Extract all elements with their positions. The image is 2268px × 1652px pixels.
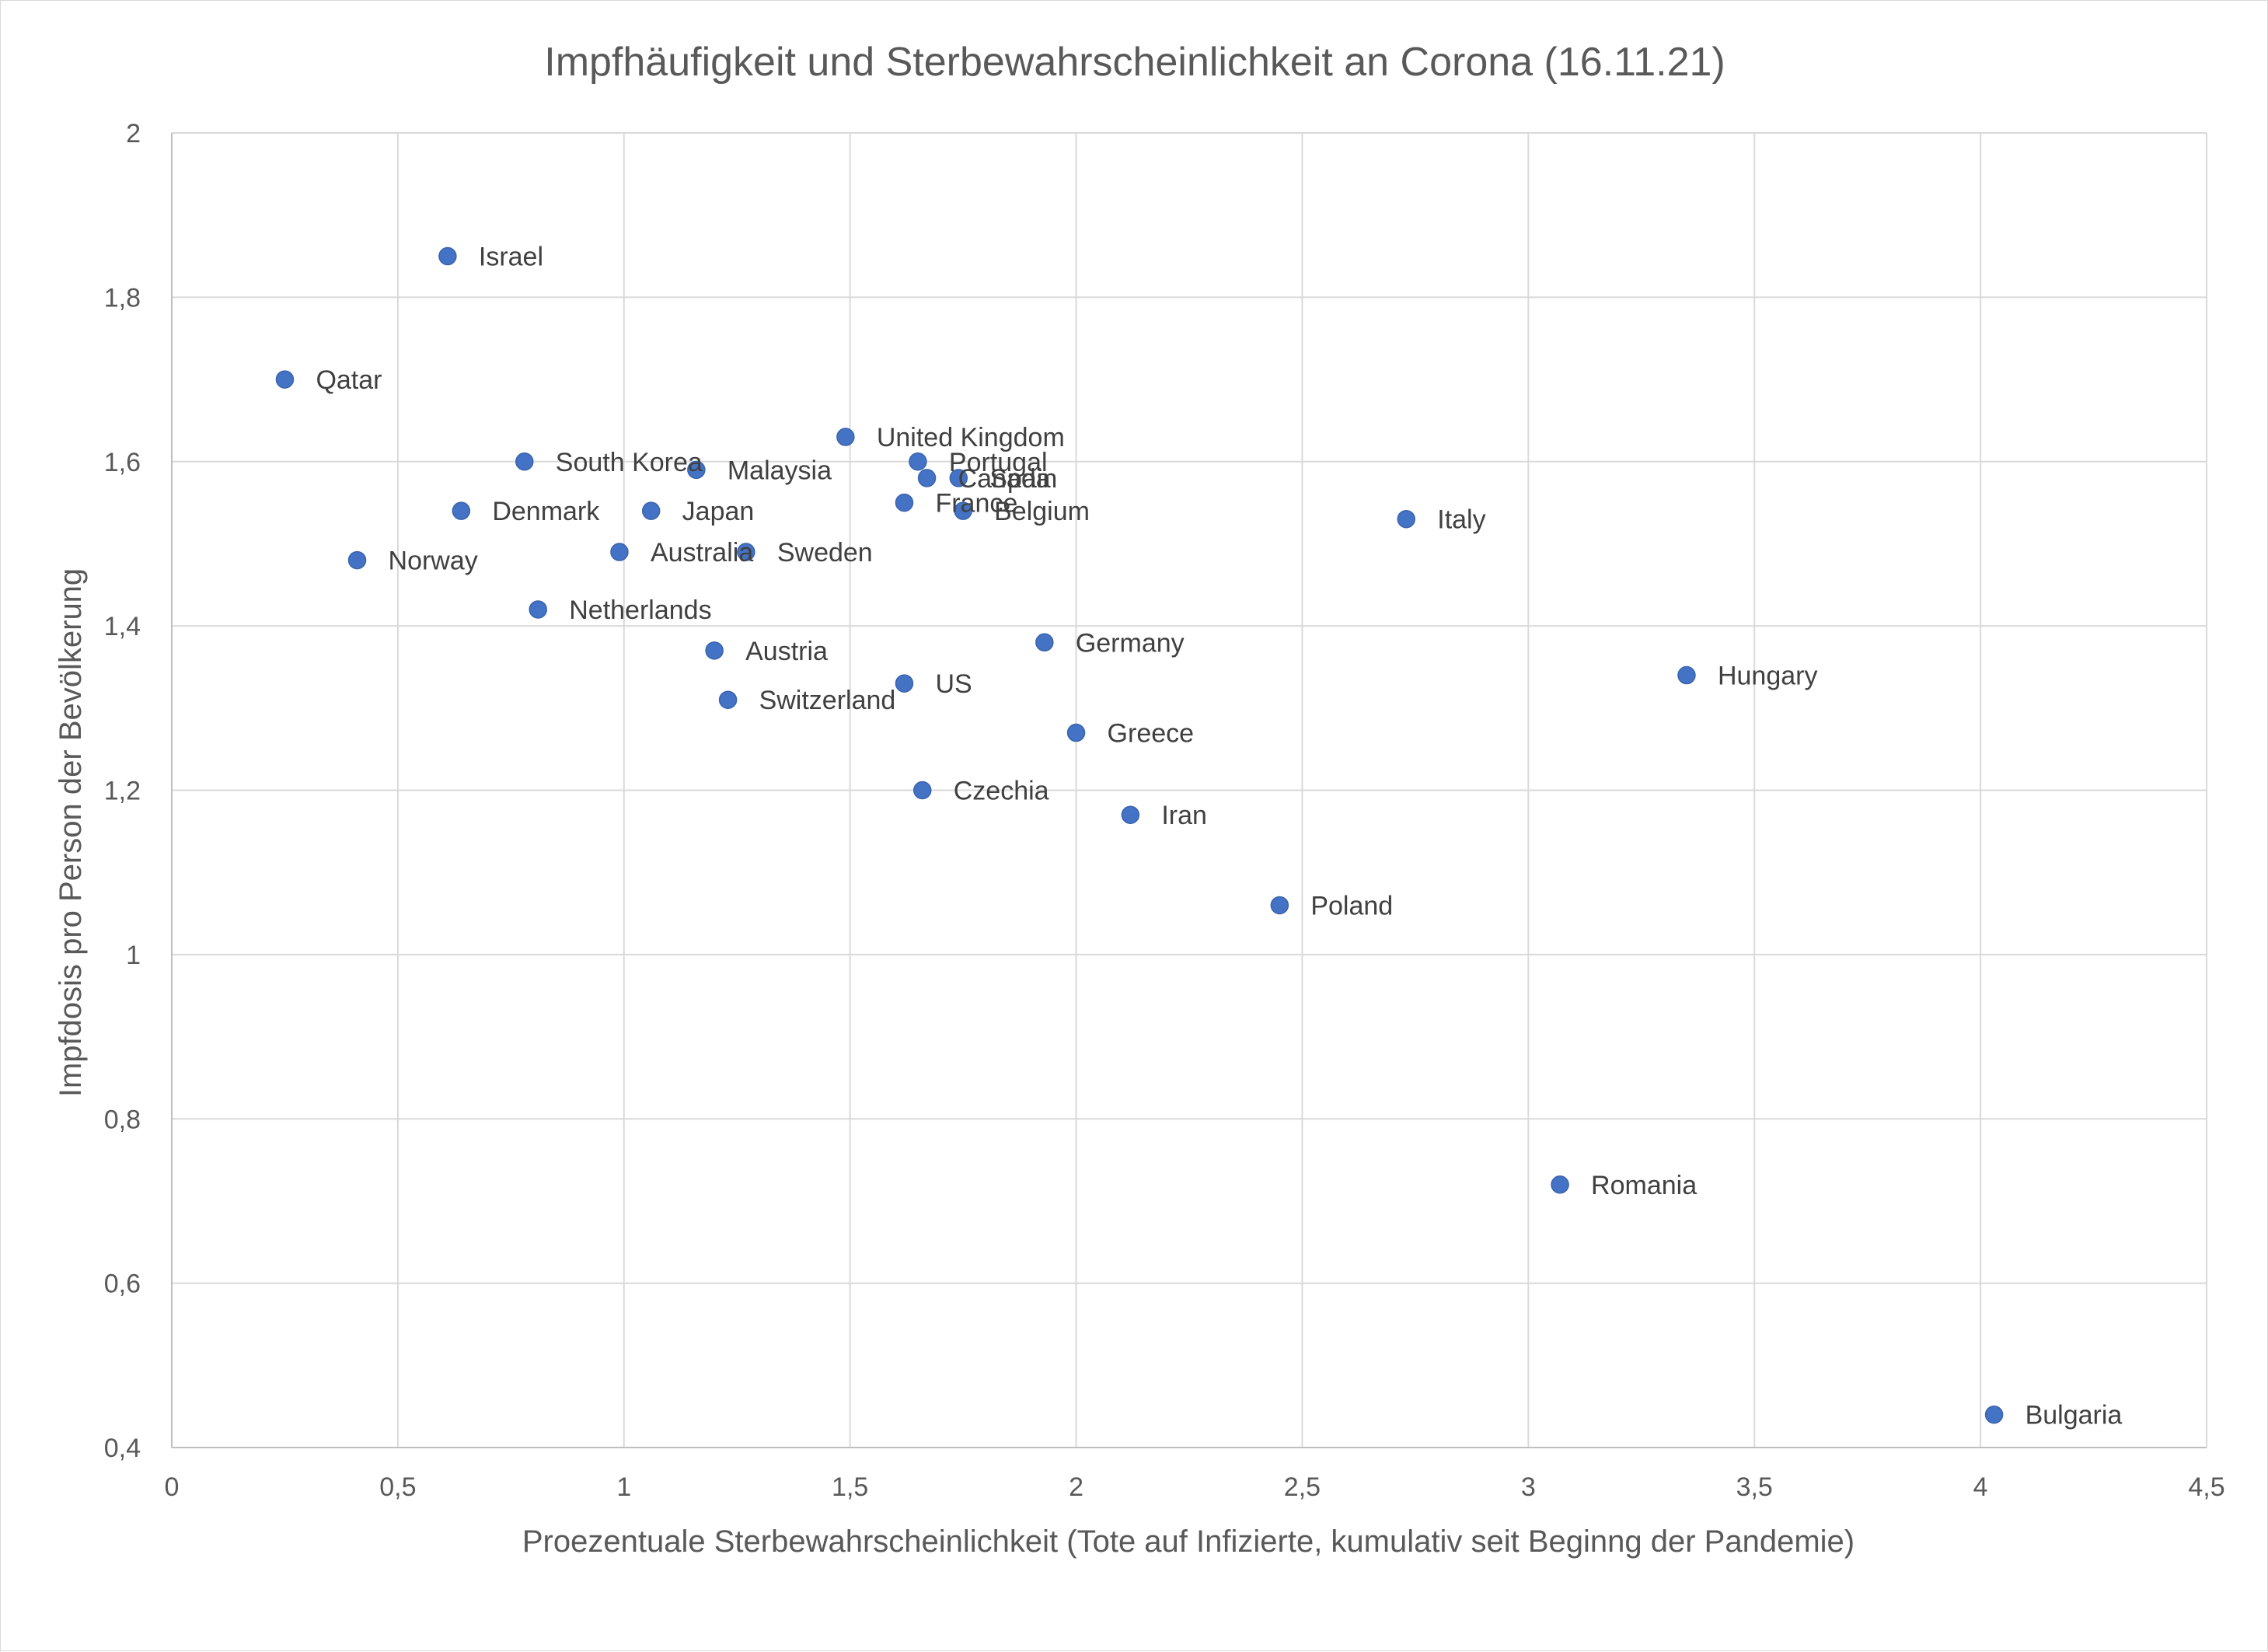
data-label: Portugal xyxy=(949,448,1048,477)
data-label: Israel xyxy=(479,243,543,272)
data-point xyxy=(1677,665,1696,685)
data-label: Greece xyxy=(1108,719,1195,749)
y-tick-label: 1,2 xyxy=(104,777,141,806)
data-point xyxy=(1984,1405,2004,1424)
y-axis-title: Impfdosis pro Person der Bevölkerung xyxy=(54,568,88,1097)
data-label: Poland xyxy=(1310,891,1393,920)
data-point xyxy=(949,469,968,487)
data-label: Belgium xyxy=(994,497,1090,526)
data-point xyxy=(705,641,724,660)
y-tick-label: 1,8 xyxy=(104,283,141,313)
x-tick-label: 3 xyxy=(1521,1472,1536,1502)
x-tick-label: 0 xyxy=(165,1472,180,1502)
data-point xyxy=(347,550,367,570)
x-tick-label: 2,5 xyxy=(1284,1472,1321,1502)
data-label: Qatar xyxy=(316,365,382,395)
x-tick-label: 0,5 xyxy=(379,1472,416,1502)
x-tick-label: 1 xyxy=(616,1472,631,1502)
data-label: Austria xyxy=(745,637,828,666)
data-label: Canada xyxy=(958,464,1051,494)
data-label: Sweden xyxy=(777,538,873,568)
data-point xyxy=(1397,509,1416,529)
y-tick-label: 0,6 xyxy=(104,1270,141,1299)
x-tick-label: 1,5 xyxy=(832,1472,868,1502)
data-point xyxy=(1066,723,1086,742)
data-label: Denmark xyxy=(492,497,600,526)
data-label: Australia xyxy=(651,538,753,568)
y-tick-label: 2 xyxy=(126,119,141,148)
data-label: France xyxy=(935,489,1017,519)
y-tick-label: 1,6 xyxy=(104,448,141,477)
data-point xyxy=(452,501,471,520)
x-tick-label: 4 xyxy=(1973,1472,1988,1502)
data-point xyxy=(610,543,629,561)
data-point xyxy=(687,460,706,480)
y-tick-label: 0,4 xyxy=(104,1434,141,1463)
data-label: US xyxy=(935,669,972,699)
data-point xyxy=(1551,1175,1569,1194)
data-point xyxy=(909,452,927,471)
x-tick-label: 2 xyxy=(1069,1472,1083,1502)
data-point xyxy=(718,690,738,709)
grid-lines xyxy=(171,132,2207,1448)
y-tick-label: 1,4 xyxy=(104,612,141,641)
data-point xyxy=(737,543,755,561)
data-label: Spain xyxy=(989,464,1057,494)
data-label: Switzerland xyxy=(759,686,896,715)
data-label: Czechia xyxy=(954,777,1049,806)
y-tick-label: 0,8 xyxy=(104,1105,141,1134)
data-label: United Kingdom xyxy=(877,423,1065,452)
data-point xyxy=(913,781,932,800)
data-labels: Israel Qatar United Kingdom South Korea Mala… xyxy=(316,243,2122,1430)
data-point xyxy=(836,428,855,446)
x-tick-label: 4,5 xyxy=(2188,1472,2224,1502)
data-label: Italy xyxy=(1437,505,1485,535)
data-point xyxy=(917,469,937,487)
tick-labels: 0 0,5 1 1,5 2 2,5 3 3,5 4 4,5 0,4 0,6 0,8 1 1,2 1,4 1,6 1… xyxy=(104,119,2225,1502)
data-point xyxy=(515,452,534,471)
x-tick-label: 3,5 xyxy=(1736,1472,1773,1502)
data-label: Japan xyxy=(682,497,755,526)
data-point xyxy=(529,600,547,619)
chart-title: Impfhäufigkeit und Sterbewahrscheinlichk… xyxy=(544,40,1725,85)
data-label: Iran xyxy=(1161,801,1207,830)
y-tick-label: 1 xyxy=(126,941,141,970)
x-axis-title: Proezentuale Sterbewahrscheinlichkeit (T… xyxy=(522,1525,1855,1559)
data-point xyxy=(895,493,914,512)
data-label: Romania xyxy=(1591,1171,1697,1200)
data-label: Norway xyxy=(389,547,478,576)
data-label: Malaysia xyxy=(728,456,832,485)
data-label: Hungary xyxy=(1718,662,1818,691)
data-points xyxy=(275,246,2004,1424)
data-point xyxy=(1270,896,1289,915)
data-point xyxy=(641,501,661,520)
data-point xyxy=(275,370,295,389)
data-label: Netherlands xyxy=(569,595,711,625)
data-point xyxy=(1035,633,1054,652)
data-label: Bulgaria xyxy=(2025,1401,2123,1430)
data-point xyxy=(1121,805,1140,824)
data-point xyxy=(954,501,972,520)
data-label: Germany xyxy=(1076,628,1185,658)
data-point xyxy=(438,246,457,266)
data-point xyxy=(895,674,914,693)
data-label: South Korea xyxy=(556,448,703,477)
